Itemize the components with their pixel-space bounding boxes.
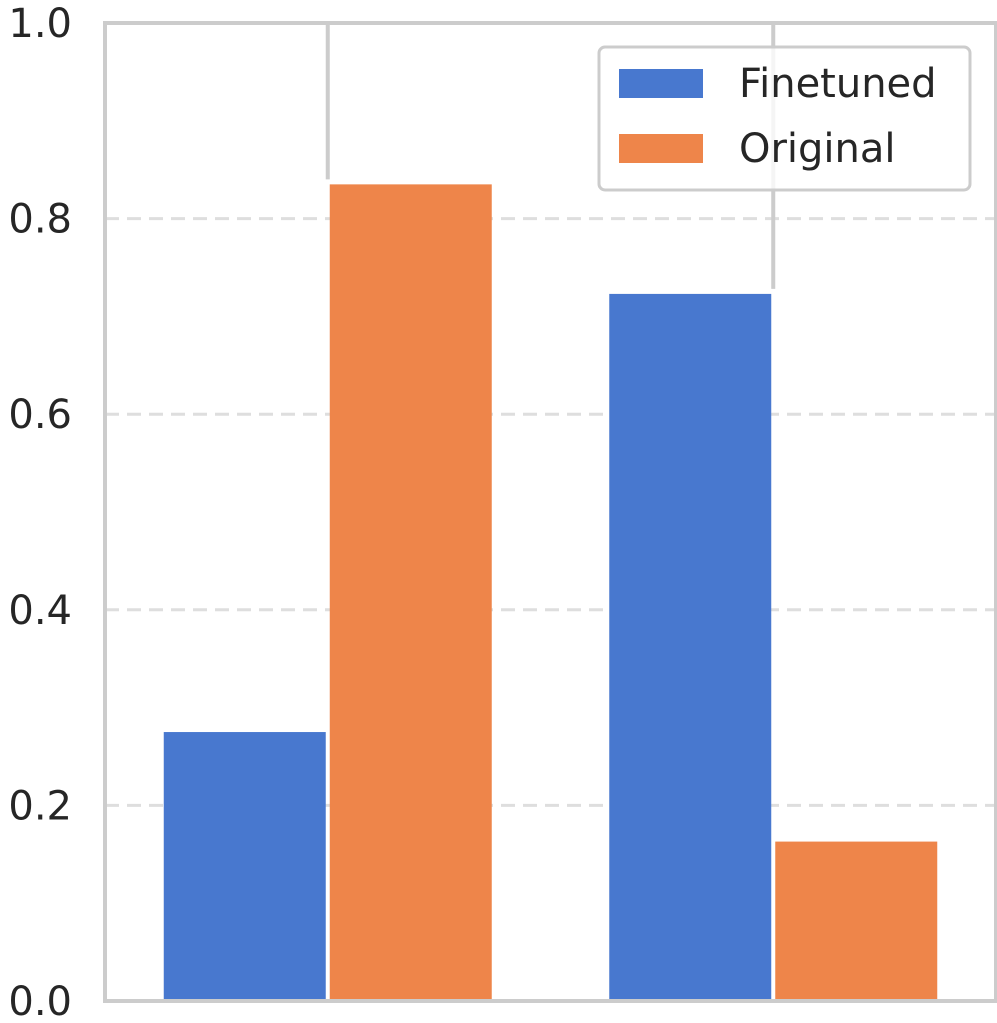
legend-swatch-finetuned — [619, 69, 703, 98]
legend: Finetuned Original — [597, 45, 972, 192]
y-tick-label: 0.0 — [8, 979, 72, 1023]
y-tick-label: 1.0 — [8, 1, 72, 47]
y-tick-labels: 0.0 0.2 0.4 0.6 0.8 1.0 — [8, 1, 72, 1023]
bar-original-2 — [775, 841, 938, 1001]
bar-original-1 — [329, 184, 492, 1001]
y-tick-label: 0.8 — [8, 197, 72, 243]
legend-label-finetuned: Finetuned — [739, 61, 937, 107]
y-tick-label: 0.2 — [8, 783, 72, 829]
y-tick-label: 0.6 — [8, 392, 72, 438]
bar-finetuned-2 — [609, 293, 772, 1001]
bar-finetuned-1 — [163, 732, 326, 1001]
legend-label-original: Original — [739, 126, 896, 172]
gridlines — [105, 217, 996, 807]
legend-swatch-original — [619, 134, 703, 163]
plot-frame — [103, 21, 997, 1003]
y-tick-label: 0.4 — [8, 588, 72, 634]
bars — [163, 184, 938, 1001]
